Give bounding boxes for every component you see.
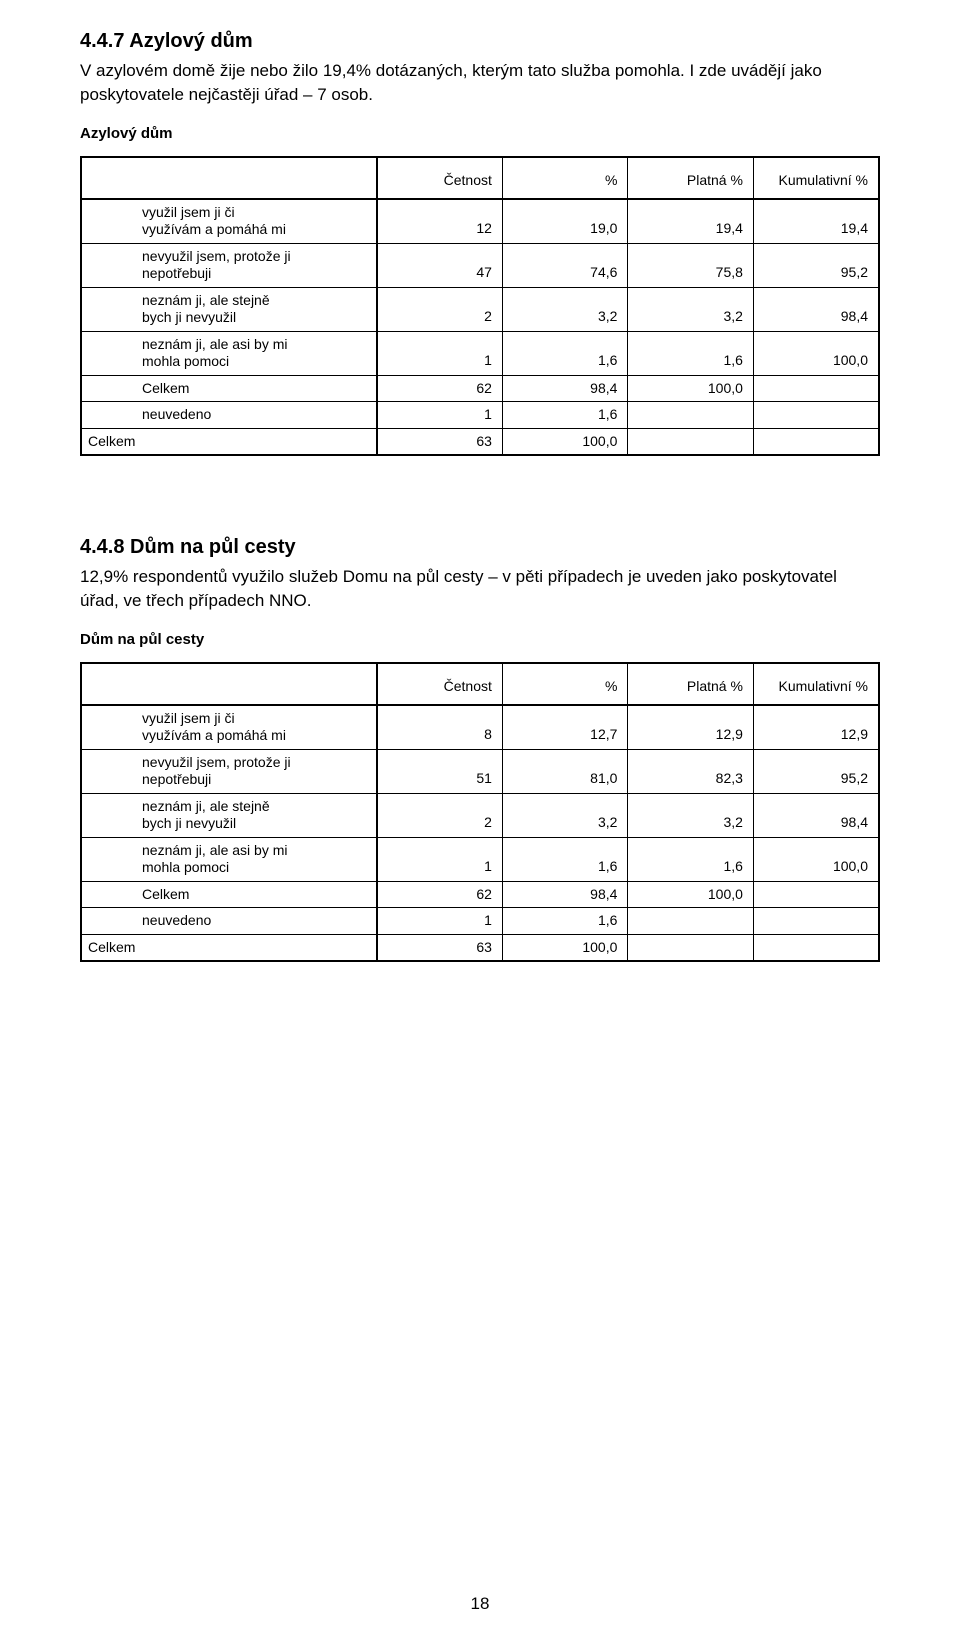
cell-value bbox=[753, 402, 879, 429]
row-label: Celkem bbox=[81, 881, 377, 908]
cell-value bbox=[753, 934, 879, 961]
page-number: 18 bbox=[0, 1594, 960, 1614]
column-header: Četnost bbox=[377, 157, 503, 199]
cell-value bbox=[753, 375, 879, 402]
column-header bbox=[81, 157, 377, 199]
column-header: % bbox=[502, 157, 628, 199]
row-label: neuvedeno bbox=[81, 402, 377, 429]
data-table-dum: Četnost%Platná %Kumulativní % využil jsem… bbox=[80, 662, 880, 963]
cell-value: 1 bbox=[377, 402, 503, 429]
data-table-azylovy: Četnost%Platná %Kumulativní % využil jsem… bbox=[80, 156, 880, 457]
section-paragraph: V azylovém domě žije nebo žilo 19,4% dot… bbox=[80, 59, 880, 107]
cell-value: 1,6 bbox=[628, 837, 754, 881]
section-paragraph: 12,9% respondentů využilo služeb Domu na… bbox=[80, 565, 880, 613]
row-label: Celkem bbox=[81, 428, 377, 455]
cell-value: 98,4 bbox=[753, 287, 879, 331]
cell-value: 75,8 bbox=[628, 243, 754, 287]
cell-value: 98,4 bbox=[502, 881, 628, 908]
cell-value bbox=[628, 934, 754, 961]
cell-value bbox=[628, 908, 754, 935]
cell-value: 1,6 bbox=[502, 908, 628, 935]
column-header: % bbox=[502, 663, 628, 705]
cell-value: 12,9 bbox=[628, 705, 754, 750]
cell-value: 2 bbox=[377, 287, 503, 331]
cell-value: 100,0 bbox=[628, 375, 754, 402]
column-header: Kumulativní % bbox=[753, 157, 879, 199]
cell-value: 51 bbox=[377, 749, 503, 793]
cell-value: 74,6 bbox=[502, 243, 628, 287]
cell-value: 3,2 bbox=[628, 287, 754, 331]
cell-value: 98,4 bbox=[753, 793, 879, 837]
cell-value: 1 bbox=[377, 331, 503, 375]
cell-value: 1,6 bbox=[502, 331, 628, 375]
cell-value bbox=[628, 402, 754, 429]
row-label: nevyužil jsem, protože jinepotřebuji bbox=[81, 749, 377, 793]
cell-value: 3,2 bbox=[502, 793, 628, 837]
cell-value: 63 bbox=[377, 934, 503, 961]
cell-value: 100,0 bbox=[502, 428, 628, 455]
row-label: využil jsem ji čivyužívám a pomáhá mi bbox=[81, 705, 377, 750]
section-heading: 4.4.8 Dům na půl cesty bbox=[80, 536, 880, 559]
page: 4.4.7 Azylový dům V azylovém domě žije n… bbox=[0, 0, 960, 1636]
section-heading: 4.4.7 Azylový dům bbox=[80, 30, 880, 53]
cell-value: 63 bbox=[377, 428, 503, 455]
cell-value bbox=[753, 428, 879, 455]
table-title: Azylový dům bbox=[80, 125, 880, 142]
row-label: neznám ji, ale asi by mimohla pomoci bbox=[81, 837, 377, 881]
row-label: neuvedeno bbox=[81, 908, 377, 935]
cell-value: 12 bbox=[377, 199, 503, 244]
cell-value: 95,2 bbox=[753, 243, 879, 287]
row-label: neznám ji, ale stejněbych ji nevyužil bbox=[81, 793, 377, 837]
cell-value: 62 bbox=[377, 375, 503, 402]
cell-value: 3,2 bbox=[628, 793, 754, 837]
cell-value: 100,0 bbox=[753, 837, 879, 881]
table-title: Dům na půl cesty bbox=[80, 631, 880, 648]
cell-value: 100,0 bbox=[502, 934, 628, 961]
row-label: nevyužil jsem, protože jinepotřebuji bbox=[81, 243, 377, 287]
cell-value bbox=[753, 881, 879, 908]
row-label: neznám ji, ale asi by mimohla pomoci bbox=[81, 331, 377, 375]
cell-value: 8 bbox=[377, 705, 503, 750]
cell-value bbox=[628, 428, 754, 455]
column-header: Kumulativní % bbox=[753, 663, 879, 705]
cell-value: 95,2 bbox=[753, 749, 879, 793]
row-label: Celkem bbox=[81, 375, 377, 402]
column-header: Platná % bbox=[628, 663, 754, 705]
cell-value: 19,4 bbox=[753, 199, 879, 244]
cell-value: 12,7 bbox=[502, 705, 628, 750]
cell-value: 3,2 bbox=[502, 287, 628, 331]
cell-value: 12,9 bbox=[753, 705, 879, 750]
row-label: Celkem bbox=[81, 934, 377, 961]
cell-value: 100,0 bbox=[628, 881, 754, 908]
cell-value: 98,4 bbox=[502, 375, 628, 402]
cell-value: 1,6 bbox=[502, 837, 628, 881]
cell-value: 100,0 bbox=[753, 331, 879, 375]
cell-value: 19,4 bbox=[628, 199, 754, 244]
cell-value: 1 bbox=[377, 908, 503, 935]
cell-value: 19,0 bbox=[502, 199, 628, 244]
row-label: využil jsem ji čivyužívám a pomáhá mi bbox=[81, 199, 377, 244]
cell-value: 82,3 bbox=[628, 749, 754, 793]
cell-value: 62 bbox=[377, 881, 503, 908]
column-header bbox=[81, 663, 377, 705]
cell-value: 47 bbox=[377, 243, 503, 287]
column-header: Platná % bbox=[628, 157, 754, 199]
cell-value: 1,6 bbox=[502, 402, 628, 429]
row-label: neznám ji, ale stejněbych ji nevyužil bbox=[81, 287, 377, 331]
cell-value: 81,0 bbox=[502, 749, 628, 793]
cell-value: 1,6 bbox=[628, 331, 754, 375]
cell-value: 2 bbox=[377, 793, 503, 837]
column-header: Četnost bbox=[377, 663, 503, 705]
cell-value bbox=[753, 908, 879, 935]
cell-value: 1 bbox=[377, 837, 503, 881]
